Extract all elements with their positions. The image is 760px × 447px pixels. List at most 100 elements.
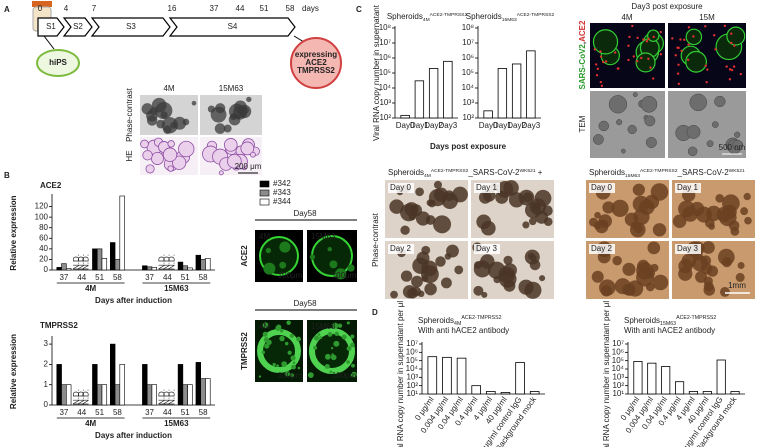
spheroid: [279, 335, 285, 342]
text-part: +: [536, 168, 543, 177]
spheroid: [409, 204, 422, 217]
y-tick-label: 10³: [379, 98, 391, 107]
micrograph: [668, 23, 746, 88]
text-part: ACE2-TMPRSS2: [430, 12, 468, 18]
spheroid: [481, 220, 496, 236]
y-tick-label: 10²: [406, 381, 418, 390]
spheroid: [740, 207, 749, 216]
spheroid: [640, 95, 658, 113]
chart-title: Spheroids15M63ACE2-TMPRSS2: [624, 315, 716, 327]
group-label: 15M63: [164, 419, 189, 428]
nd-label: N.D.: [77, 389, 86, 405]
stain-dot: [687, 43, 690, 46]
stain-dot: [628, 35, 631, 39]
stain-dot: [683, 38, 686, 41]
bar: [142, 364, 148, 406]
scale-label: 100μm: [332, 271, 357, 280]
x-axis-label: Days after induction: [95, 296, 172, 305]
bar: [114, 384, 121, 406]
nd-label: N.D.: [72, 254, 81, 270]
spheroid: [478, 191, 492, 204]
text-part: 15M63: [625, 173, 640, 179]
label-box: [675, 183, 701, 193]
stain-dot: [596, 67, 600, 71]
day-label: Day 0: [390, 183, 411, 192]
stain-dot: [730, 41, 733, 45]
column-label: 15M: [699, 13, 715, 22]
label-box: [388, 244, 414, 254]
image-title: Day58: [293, 299, 317, 308]
text-part: ACE2-TMPRSS2: [461, 315, 501, 321]
day-label: Day 0: [591, 183, 612, 192]
spheroid: [611, 199, 629, 217]
y-tick-label: 10⁵: [612, 356, 624, 365]
column-label: 4M: [621, 13, 632, 22]
micrograph: [471, 241, 554, 299]
column-label: 15M63: [311, 232, 336, 241]
spheroid: [721, 257, 732, 268]
chart-title: ACE2: [40, 181, 62, 190]
spheroid: [307, 372, 314, 379]
stain-dot: [686, 58, 690, 61]
text-part: ACE2-TMPRSS2: [431, 168, 469, 174]
stage-arrow: [37, 17, 65, 37]
end-cells: [290, 37, 342, 89]
stain-dot: [642, 38, 645, 41]
stain-dot: [652, 35, 655, 39]
x-tick-label: 37: [145, 408, 154, 417]
x-tick-label: 58: [113, 273, 122, 282]
nd-label: N.D.: [82, 389, 91, 405]
end-label: TMPRSS2: [297, 66, 335, 75]
spheroid: [421, 245, 431, 255]
spheroid: [140, 139, 149, 149]
stain-dot: [595, 74, 599, 77]
text-part: SARS-CoV2: [578, 44, 587, 90]
spheroid: [644, 115, 656, 127]
spheroid: [333, 340, 340, 347]
text-part: ACE2-TMPRSS2: [640, 168, 678, 174]
column-label: 15M63: [219, 84, 244, 93]
spheroid: [407, 287, 418, 299]
spheroid: [711, 121, 719, 128]
spheroid: [263, 262, 276, 275]
stain-dot: [680, 49, 683, 52]
stage-label: S4: [228, 22, 238, 31]
spheroid: [335, 268, 347, 280]
spheroid: [737, 261, 745, 269]
text-part: 4M: [423, 17, 430, 23]
micrograph: [590, 91, 665, 158]
panel-label: D: [372, 308, 378, 317]
bar: [61, 384, 67, 406]
stain-dot: [659, 30, 662, 34]
y-tick-label: 10⁶: [612, 347, 624, 356]
x-tick-label: 37: [59, 273, 68, 282]
bar: [428, 68, 439, 119]
day-label: 58: [286, 4, 295, 13]
text-part: ACE2: [578, 20, 587, 42]
scale-label: 200 μm: [235, 162, 262, 171]
spheroid: [539, 275, 546, 282]
bar: [427, 356, 438, 395]
row-label: TEM: [578, 115, 587, 132]
y-tick-label: 10⁴: [462, 83, 475, 92]
stain-dot: [632, 55, 635, 58]
chart-subtitle: With anti hACE2 antibody: [624, 326, 715, 335]
label-box: [589, 183, 615, 193]
stain-dot: [631, 24, 634, 28]
y-axis-label: Relative expression: [9, 334, 18, 409]
bar: [442, 356, 452, 395]
stain-dot: [728, 78, 732, 81]
stain-label: ACE2: [240, 245, 249, 267]
text-part: Spheroids: [418, 316, 454, 325]
spheroid: [332, 322, 339, 329]
spheroid: [262, 322, 269, 329]
stain-dot: [627, 58, 630, 62]
spheroid: [327, 246, 332, 252]
scale-label: 500 nm: [719, 143, 746, 152]
spheroid: [535, 210, 549, 224]
bar: [195, 362, 202, 406]
stain-dot: [692, 35, 695, 38]
nd-label: N.D.: [167, 389, 176, 405]
spheroid: [313, 335, 320, 341]
